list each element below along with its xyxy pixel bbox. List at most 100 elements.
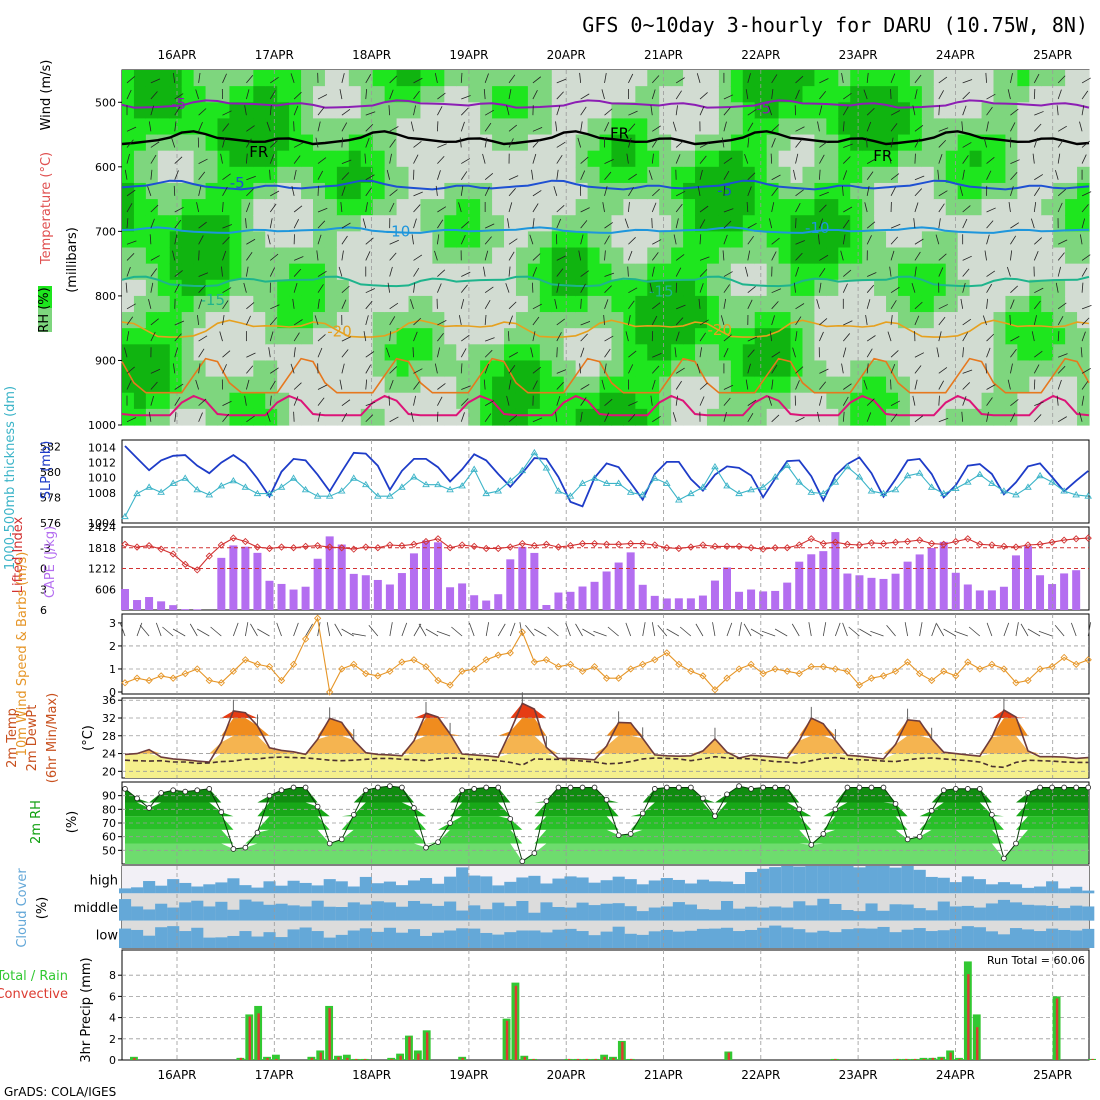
wind-speed-point <box>711 686 719 694</box>
rh-cell <box>372 182 386 200</box>
rh-cell <box>277 86 290 103</box>
rh-cell <box>1029 360 1042 378</box>
rh-cell <box>301 86 314 103</box>
wind-barb <box>246 138 252 148</box>
lifted-index-point <box>1072 535 1080 543</box>
wind-barb <box>246 415 255 423</box>
rh-cell <box>993 295 1007 313</box>
rh-cell <box>718 166 732 184</box>
wind-barb <box>675 395 678 406</box>
cloud-bar <box>721 881 734 894</box>
wind-barb <box>866 284 875 293</box>
rh-cell <box>886 70 899 87</box>
lifted-index-point <box>229 534 237 542</box>
wind-barb <box>174 170 179 180</box>
wind-barb <box>508 415 518 423</box>
wind-barb <box>293 347 296 358</box>
wind-barb <box>580 170 586 180</box>
rh-cell <box>408 182 422 200</box>
rh-cell <box>886 86 899 103</box>
precip-conv-bar <box>328 1008 331 1060</box>
cloud-bar <box>925 876 938 894</box>
rh-cell <box>611 376 625 394</box>
wind-barb <box>1010 222 1020 229</box>
cloud-bar <box>1046 905 1059 921</box>
rh-cell <box>313 376 326 394</box>
wind-barb <box>341 186 346 196</box>
wind-barb <box>317 157 327 164</box>
rh-cell <box>706 279 720 297</box>
wind-barb <box>1081 368 1091 374</box>
rh-cell <box>599 263 613 281</box>
rh-cell <box>193 86 207 103</box>
wind-barb <box>914 175 925 181</box>
rh-cell <box>468 247 481 265</box>
rh-cell <box>778 70 792 87</box>
rh-cell <box>981 70 995 87</box>
rh-cell <box>277 134 290 152</box>
rh-cell <box>492 376 505 394</box>
rh-cell <box>683 263 696 281</box>
wind-barb <box>341 172 350 181</box>
rh-cell <box>456 263 469 281</box>
rh-cell <box>324 408 338 426</box>
thickness-point <box>964 478 972 485</box>
precip-conv-bar <box>390 1058 393 1060</box>
cloud-bar <box>323 879 336 894</box>
rh-cell <box>468 70 481 87</box>
wind-barb <box>197 314 200 326</box>
cloud-bar <box>492 902 505 921</box>
wind-barb <box>771 414 780 423</box>
wind-speed-point <box>362 669 370 678</box>
cloud-bar <box>371 931 384 948</box>
rh-cell <box>456 182 469 200</box>
wind-barb <box>436 234 440 245</box>
rh-cell <box>957 295 971 313</box>
rh-cell <box>647 70 660 87</box>
wind-barb <box>425 628 439 637</box>
isotherm-line <box>121 99 1090 109</box>
wind-barb <box>890 236 899 245</box>
wind-barb <box>389 239 399 245</box>
wind-barb <box>1058 239 1068 245</box>
cloud-bar <box>672 879 685 894</box>
rh-cell <box>396 134 410 152</box>
rh-cell <box>420 279 433 297</box>
rh-point <box>772 784 778 791</box>
rh-cell <box>1005 247 1018 265</box>
rh-cell <box>838 328 851 345</box>
wind-barb <box>418 623 427 637</box>
wind-barb <box>904 622 908 637</box>
cape-bar <box>470 595 479 610</box>
wind-barb <box>210 626 222 637</box>
rh-cell <box>874 328 887 345</box>
wind-barb <box>270 304 280 310</box>
rh-cell <box>778 360 792 378</box>
rh-cell <box>1077 295 1090 313</box>
rh-cell <box>432 360 445 378</box>
rh-cell <box>1065 215 1078 232</box>
rh-cell <box>265 392 278 410</box>
wind-barb <box>986 347 991 358</box>
wind-barb <box>604 186 608 196</box>
wind-barb <box>651 202 657 213</box>
rh-cell <box>659 199 672 216</box>
rh-cell <box>504 392 517 410</box>
wind-barb <box>938 76 948 84</box>
cloud-bar <box>203 937 216 948</box>
wind-barb <box>675 218 679 229</box>
wind-barb <box>747 349 755 358</box>
rh-cell <box>1065 199 1078 216</box>
rh-cell <box>324 263 338 281</box>
wind-barb <box>938 127 949 132</box>
rh-cell <box>563 215 577 232</box>
cloud-bar <box>973 879 986 894</box>
cloud-bar <box>203 884 216 894</box>
cape-bar <box>253 552 262 610</box>
rh-cell <box>301 231 314 249</box>
rh-cell <box>181 150 195 168</box>
rh-cell <box>862 312 875 329</box>
cloud-bar <box>672 931 685 948</box>
thickness-point <box>362 480 370 488</box>
cloud-bar <box>167 907 180 921</box>
